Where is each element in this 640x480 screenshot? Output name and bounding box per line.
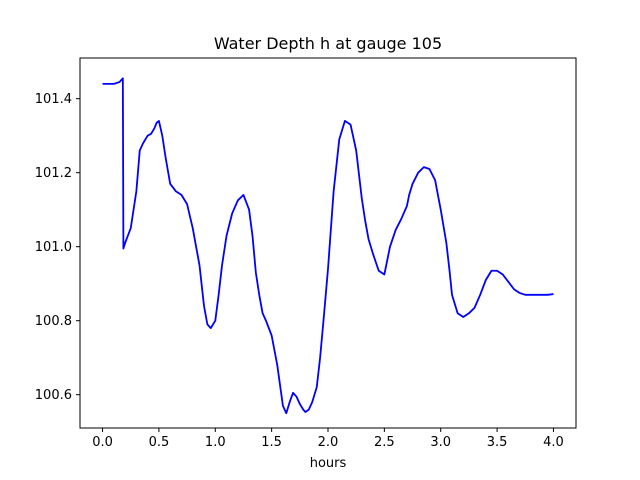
x-tick-label: 2.0 xyxy=(318,435,339,450)
chart-title: Water Depth h at gauge 105 xyxy=(214,34,442,53)
x-tick-label: 2.5 xyxy=(374,435,395,450)
y-tick-label: 100.8 xyxy=(35,314,72,329)
x-tick-label: 4.0 xyxy=(543,435,564,450)
x-tick-label: 1.5 xyxy=(261,435,282,450)
x-tick-label: 0.0 xyxy=(92,435,113,450)
x-tick-label: 1.0 xyxy=(205,435,226,450)
x-axis-title: hours xyxy=(310,456,347,471)
y-axis: 100.6 100.8 101.0 101.2 101.4 xyxy=(35,92,80,403)
x-axis: 0.0 0.5 1.0 1.5 2.0 2.5 3.0 3.5 4.0 xyxy=(92,428,564,450)
y-tick-label: 100.6 xyxy=(35,388,72,403)
y-tick-label: 101.4 xyxy=(35,92,72,107)
y-tick-label: 101.2 xyxy=(35,166,72,181)
series-line-0 xyxy=(102,77,554,415)
plot-area xyxy=(102,77,554,415)
x-tick-label: 3.0 xyxy=(430,435,451,450)
x-tick-label: 3.5 xyxy=(487,435,508,450)
y-tick-label: 101.0 xyxy=(35,240,72,255)
x-tick-label: 0.5 xyxy=(149,435,170,450)
